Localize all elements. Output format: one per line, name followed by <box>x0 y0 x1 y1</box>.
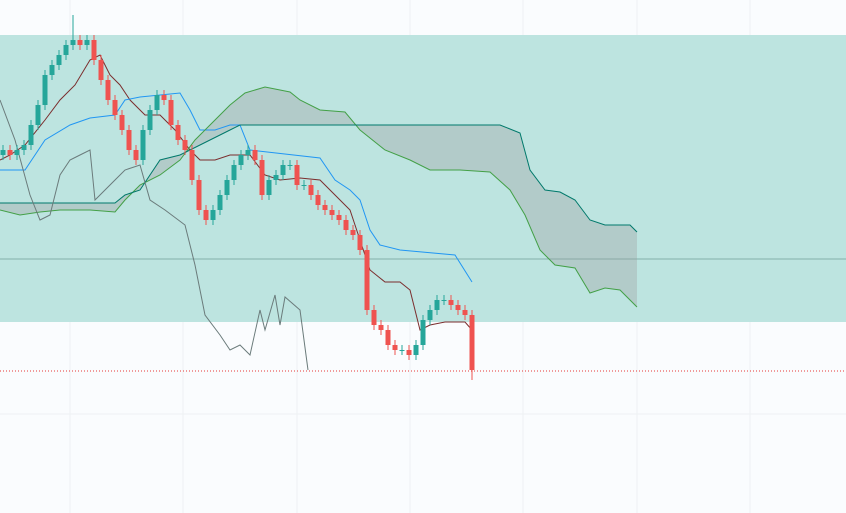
candle-body <box>196 180 202 210</box>
candle-body <box>252 150 258 160</box>
indicator-line <box>0 86 638 308</box>
candle-body <box>441 300 447 301</box>
candle-body <box>294 165 300 185</box>
candle-body <box>70 40 76 45</box>
candle-body <box>91 40 97 60</box>
candle-body <box>210 210 216 220</box>
candle-body <box>434 300 440 310</box>
candle-body <box>7 150 13 155</box>
candle-body <box>371 310 377 325</box>
candle-body <box>392 345 398 350</box>
candle-body <box>301 185 307 186</box>
candle-body <box>126 130 132 150</box>
candle-body <box>462 310 468 315</box>
candle-body <box>140 130 146 160</box>
candle-body <box>315 195 321 205</box>
candle-body <box>364 250 370 310</box>
candle-body <box>336 215 342 220</box>
candle-body <box>168 100 174 125</box>
candle-body <box>231 165 237 180</box>
candle-body <box>308 185 314 195</box>
candle-body <box>455 305 461 310</box>
candle-body <box>217 195 223 210</box>
candle-body <box>329 210 335 215</box>
indicator-line <box>0 92 473 283</box>
candle-body <box>119 115 125 130</box>
candle-body <box>245 150 251 155</box>
candle-body <box>98 60 104 80</box>
candle-body <box>161 95 167 100</box>
candle-body <box>322 205 328 210</box>
candle-body <box>84 40 90 45</box>
candle-body <box>469 315 475 370</box>
candle-body <box>56 55 62 65</box>
candle-body <box>42 75 48 105</box>
candle-body <box>259 160 265 195</box>
candle-body <box>399 350 405 351</box>
candle-body <box>133 150 139 160</box>
indicator-line <box>0 124 638 233</box>
candle-body <box>189 150 195 180</box>
candle-body <box>35 105 41 125</box>
candle-body <box>350 230 356 235</box>
candle-body <box>413 345 419 355</box>
candle-body <box>273 175 279 180</box>
indicator-line <box>0 54 473 331</box>
candle-body <box>14 150 20 155</box>
candle-body <box>203 210 209 220</box>
candle-body <box>420 320 426 345</box>
candle-body <box>448 300 454 305</box>
candle-body <box>357 235 363 250</box>
candle-body <box>182 140 188 150</box>
candle-body <box>63 45 69 55</box>
candle-body <box>406 350 412 355</box>
candle-body <box>0 150 6 155</box>
candle-body <box>105 80 111 100</box>
candle-body <box>49 65 55 75</box>
candle-body <box>147 110 153 130</box>
candle-body <box>77 40 83 45</box>
candle-body <box>21 145 27 150</box>
candle-body <box>224 180 230 195</box>
candle-body <box>385 330 391 345</box>
candle-body <box>280 165 286 175</box>
candle-body <box>427 310 433 320</box>
candle-body <box>343 220 349 230</box>
candle-body <box>287 165 293 166</box>
range-box <box>0 35 846 322</box>
candle-body <box>112 100 118 115</box>
candle-body <box>266 180 272 195</box>
candle-body <box>154 95 160 110</box>
candle-body <box>378 325 384 330</box>
candle-body <box>175 125 181 140</box>
candle-body <box>238 155 244 165</box>
candle-body <box>28 125 34 145</box>
indicator-line <box>0 99 309 371</box>
cloud <box>0 87 637 307</box>
